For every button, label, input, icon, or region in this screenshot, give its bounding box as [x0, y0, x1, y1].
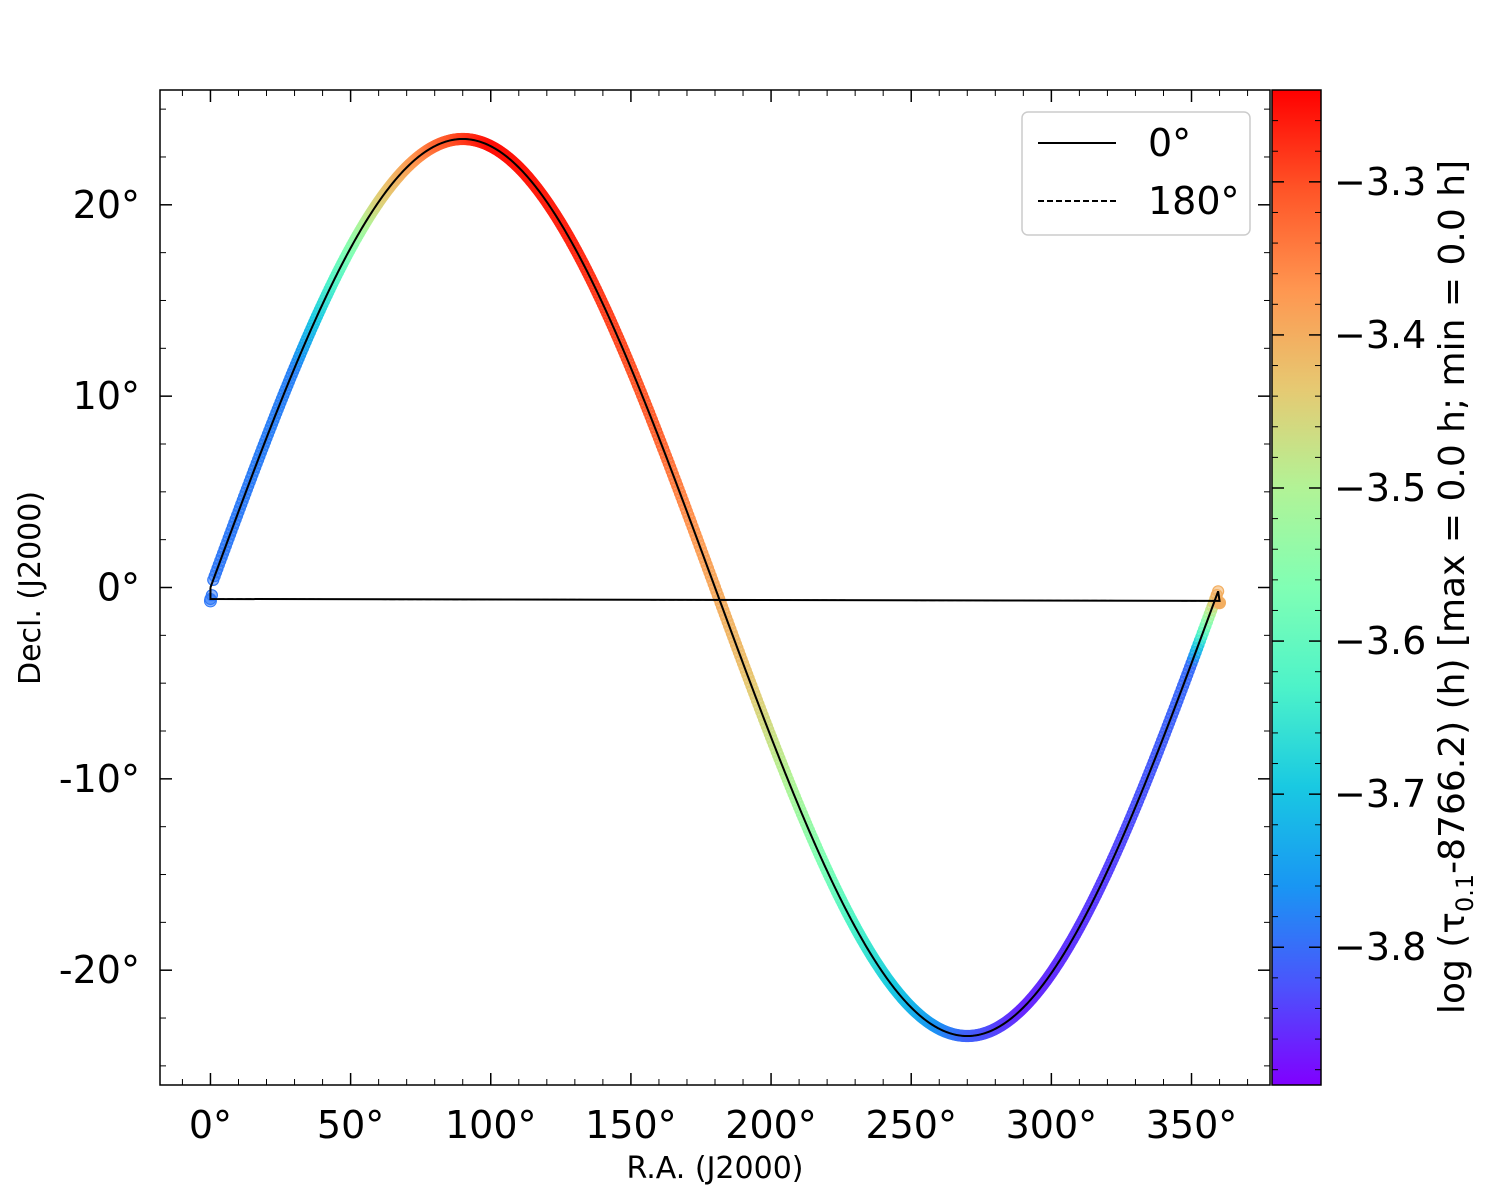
colorbar-title-suffix: -8766.2) (h) [max = 0.0 h; min = 0.0 h]	[1432, 160, 1473, 874]
x-axis-title: R.A. (J2000)	[627, 1151, 804, 1186]
x-axis: 0° 50° 100° 150° 200° 250° 300° 350°	[181, 90, 1249, 1147]
x-tick-label: 300°	[1006, 1103, 1098, 1147]
colorbar-tick-label: −3.4	[1334, 313, 1426, 357]
y-axis-title: Decl. (J2000)	[13, 491, 48, 685]
colorbar-ticks: −3.3 −3.4 −3.5 −3.6 −3.7 −3.8	[1272, 120, 1426, 1071]
x-tick-label: 150°	[585, 1103, 677, 1147]
path-lines	[209, 137, 1221, 1038]
y-axis: 20° 10° 0° -10° -20°	[59, 108, 1270, 1067]
legend: 0° 180°	[1021, 111, 1251, 236]
y-tick-label: 10°	[73, 374, 140, 418]
colorbar-tick-label: −3.7	[1334, 772, 1426, 816]
x-tick-label: 0°	[189, 1103, 232, 1147]
x-tick-label: 200°	[725, 1103, 817, 1147]
colorbar-tick-label: −3.8	[1334, 925, 1426, 969]
colorbar-frame	[1271, 89, 1322, 1086]
colorbar-gradient	[1272, 90, 1321, 1085]
colorbar: −3.3 −3.4 −3.5 −3.6 −3.7 −3.8 log (τ0.1-8766.…	[1271, 89, 1479, 1086]
colorbar-title-prefix: log (τ	[1432, 912, 1473, 1014]
legend-entry-1: 180°	[1148, 179, 1240, 223]
legend-entry-0: 0°	[1148, 121, 1191, 165]
plot-area: 0° 50° 100° 150° 200° 250° 300° 350° 20° 10° 0° -1…	[59, 89, 1271, 1147]
colorbar-title: log (τ0.1-8766.2) (h) [max = 0.0 h; min …	[1432, 160, 1479, 1014]
x-tick-label: 50°	[317, 1103, 384, 1147]
colorbar-title-subscript: 0.1	[1451, 874, 1479, 912]
colorbar-tick-label: −3.6	[1334, 619, 1426, 663]
series-line-0	[209, 137, 1221, 1038]
y-tick-label: 20°	[73, 183, 140, 227]
y-tick-label: -10°	[59, 757, 140, 801]
x-tick-label: 100°	[445, 1103, 537, 1147]
y-tick-label: 0°	[97, 566, 140, 610]
x-tick-label: 350°	[1146, 1103, 1238, 1147]
colorbar-tick-label: −3.5	[1334, 466, 1426, 510]
colorbar-tick-label: −3.3	[1334, 160, 1426, 204]
x-tick-label: 250°	[865, 1103, 957, 1147]
y-tick-label: -20°	[59, 948, 140, 992]
